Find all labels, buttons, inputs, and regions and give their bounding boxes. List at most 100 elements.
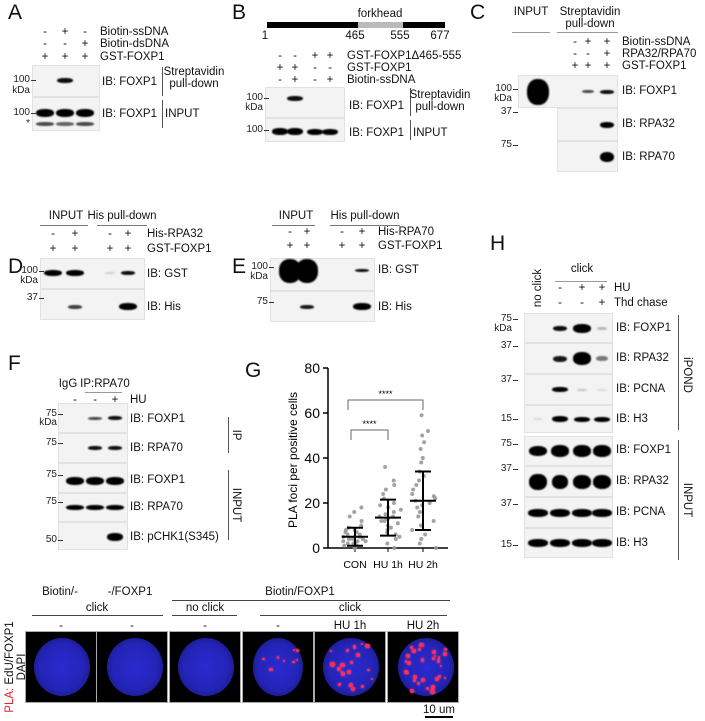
pla-focus — [404, 669, 409, 674]
ib-label: IB: FOXP1 — [349, 127, 404, 139]
data-point — [359, 505, 364, 510]
group-line — [97, 225, 147, 226]
data-point — [417, 510, 422, 514]
mw-tick — [269, 267, 274, 268]
group-label: Biotin/- — [42, 586, 78, 598]
band — [68, 304, 82, 309]
blot-image — [524, 528, 613, 558]
data-point — [341, 539, 346, 544]
condition-label: His-RPA70 — [378, 226, 435, 238]
data-point — [352, 534, 357, 539]
condition-label: GST-FOXP1 — [147, 243, 212, 255]
condition-label: Biotin-ssDNA — [622, 36, 691, 48]
pla-focus — [295, 658, 299, 662]
pla-focus — [356, 653, 361, 658]
condition-sign: + — [603, 60, 611, 72]
panel-label: G — [245, 359, 262, 382]
mw-marker: 15 — [500, 539, 512, 550]
band — [528, 539, 548, 547]
data-point — [385, 530, 390, 535]
mw-tick — [513, 380, 518, 381]
section-label: INPUT — [165, 108, 200, 120]
mw-marker: 75 — [500, 438, 512, 449]
ib-label: IB: His — [378, 301, 412, 313]
panel-label: B — [232, 1, 247, 24]
ib-label: IB: RPA32 — [616, 352, 669, 364]
condition-label: HU — [130, 394, 147, 406]
mw-tick — [513, 319, 518, 320]
band — [106, 505, 124, 510]
mw-tick — [513, 346, 518, 347]
condition-sign: + — [71, 243, 79, 255]
condition-sign: + — [311, 50, 319, 62]
image-y-label: PLA: EdU/FOXP1 DAPI — [4, 621, 28, 712]
mw-tick — [58, 443, 63, 444]
mw-marker: 75 — [500, 139, 512, 150]
ib-label: IB: FOXP1 — [130, 474, 185, 486]
data-point — [383, 465, 388, 469]
divider-line — [228, 417, 229, 453]
y-tick-label: 0 — [312, 540, 320, 556]
panel-label: E — [232, 255, 247, 278]
group-line — [330, 225, 400, 226]
mw-marker: 100 — [251, 261, 268, 272]
data-point — [393, 537, 398, 541]
ib-label: IB: RPA32 — [622, 118, 675, 130]
mw-tick — [58, 540, 63, 541]
condition-sign: - — [51, 228, 55, 240]
condition-sign: + — [326, 74, 334, 86]
data-point — [391, 510, 396, 514]
data-point — [392, 546, 397, 550]
pla-focus — [432, 657, 435, 660]
condition-sign: + — [358, 240, 366, 252]
pla-focus — [360, 684, 365, 689]
pla-focus — [367, 668, 370, 672]
condition-sign: - — [558, 282, 562, 294]
condition-sign: - — [558, 297, 562, 309]
condition-sign: + — [106, 243, 114, 255]
mw-marker: 37 — [500, 340, 512, 351]
data-point — [360, 537, 365, 541]
blot-gst — [40, 258, 145, 289]
condition-label: GST-FOXP1Δ465-555 — [347, 50, 462, 62]
group-line — [512, 32, 550, 33]
section-label: iPOND — [681, 357, 693, 393]
mw-tick — [39, 298, 44, 299]
group-label: IgG — [58, 378, 78, 390]
condition-sign: + — [598, 282, 606, 294]
condition-label: GST-FOXP1 — [622, 60, 687, 72]
data-point — [346, 537, 351, 541]
band — [322, 129, 338, 135]
band — [550, 539, 570, 547]
group-label: INPUT — [48, 210, 84, 222]
blot-image — [524, 405, 613, 433]
condition-label: Biotin-ssDNA — [100, 26, 169, 38]
band — [577, 388, 587, 391]
group-label: no click — [185, 602, 225, 614]
ib-label: IB: His — [147, 301, 181, 313]
data-point — [343, 530, 348, 535]
condition-sign: - — [573, 48, 577, 60]
data-point — [341, 534, 346, 539]
condition-sign: + — [124, 243, 132, 255]
condition-sign: - — [278, 50, 282, 62]
group-label: click — [85, 602, 109, 614]
band — [57, 77, 73, 83]
data-point — [353, 541, 358, 546]
band — [106, 477, 124, 485]
residue-position: 465 — [345, 30, 365, 42]
divider-line — [162, 100, 163, 128]
band — [573, 323, 591, 333]
band — [533, 418, 543, 420]
panel-label: H — [490, 232, 506, 255]
blot-rpa32 — [557, 108, 618, 141]
blot-his — [40, 289, 145, 320]
condition-sign: + — [291, 74, 299, 86]
band — [36, 109, 54, 117]
data-point — [398, 507, 403, 512]
mw-marker: 75 — [45, 469, 57, 480]
pla-focus — [330, 649, 333, 653]
band — [573, 445, 591, 457]
ib-label: IB: GST — [378, 264, 419, 276]
band — [594, 416, 610, 422]
